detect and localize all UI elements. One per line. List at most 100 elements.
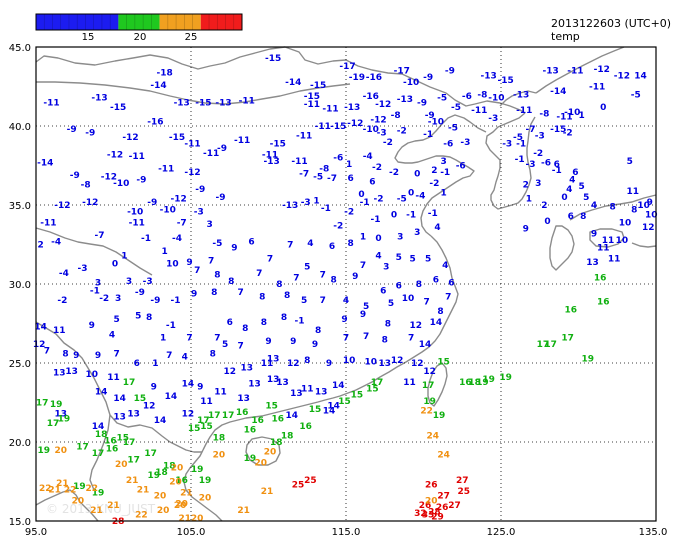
station-temp-value: 7 — [287, 241, 293, 251]
station-temp-value: 7 — [44, 346, 50, 356]
station-temp-value: -15 — [270, 139, 286, 149]
station-temp-value: 6 — [248, 237, 254, 247]
station-temp-value: 10 — [637, 201, 650, 211]
station-temp-value: -1 — [552, 166, 562, 176]
station-temp-value: -1 — [423, 130, 433, 140]
station-temp-value: -4 — [51, 237, 61, 247]
station-temp-value: -11 — [471, 106, 487, 116]
x-tick-label: 125.0 — [487, 527, 516, 538]
station-temp-value: 15 — [117, 433, 130, 443]
east-china-coast — [202, 235, 459, 451]
station-temp-value: -5 — [451, 103, 461, 113]
station-temp-value: 2 — [541, 201, 547, 211]
station-temp-value: 7 — [320, 296, 326, 306]
station-temp-value: 3 — [126, 277, 132, 287]
station-temp-value: 5 — [363, 302, 369, 312]
station-temp-value: -10 — [113, 179, 129, 189]
station-temp-value: 10 — [86, 370, 99, 380]
station-values: -18-14-15-15-17-19 -16-17-10 -9-9 -13 -15-13… — [33, 54, 658, 527]
station-temp-value: 10 — [343, 356, 356, 366]
station-temp-value: -11 — [234, 136, 250, 146]
station-temp-value: -10 — [363, 125, 379, 135]
station-temp-value: 21 — [107, 501, 120, 511]
y-tick-label: 35.0 — [9, 201, 31, 212]
station-temp-value: -8 — [477, 90, 487, 100]
station-temp-value: 11 — [597, 244, 610, 254]
station-temp-value: 6 — [227, 318, 233, 328]
station-temp-value: -11 — [516, 106, 532, 116]
station-temp-value: 3 — [383, 263, 389, 273]
station-temp-value: 5 — [578, 182, 584, 192]
station-temp-value: 6 — [347, 174, 353, 184]
station-temp-value: 11 — [214, 387, 227, 397]
station-temp-value: -14 — [37, 158, 53, 168]
station-temp-value: 22 — [39, 484, 52, 494]
station-temp-value: 7 — [214, 334, 220, 344]
station-temp-value: -2 — [57, 296, 67, 306]
variable-label: temp — [551, 30, 580, 43]
station-temp-value: -5 — [397, 195, 407, 205]
station-temp-value: 9 — [186, 258, 192, 268]
station-temp-value: -5 — [631, 90, 641, 100]
station-temp-value: 7 — [360, 261, 366, 271]
station-temp-value: 1 — [360, 233, 366, 243]
station-temp-value: 9 — [73, 351, 79, 361]
watermark: © 2013 KNU_JUST — [46, 502, 156, 516]
station-temp-value: 7 — [256, 269, 262, 279]
station-temp-value: 26 — [425, 481, 438, 491]
station-temp-value: -9 — [445, 67, 455, 77]
station-temp-value: -15 — [169, 133, 185, 143]
station-temp-value: 8 — [347, 239, 353, 249]
station-temp-value: 17 — [123, 438, 136, 448]
station-temp-value: 7 — [343, 334, 349, 344]
station-temp-value: -9 — [85, 128, 95, 138]
north-korea-border — [499, 90, 537, 107]
station-temp-value: 14 — [327, 402, 340, 412]
station-temp-value: -13 — [542, 67, 558, 77]
station-temp-value: 3 — [115, 294, 121, 304]
station-temp-value: 16 — [106, 444, 119, 454]
coastline-layer — [35, 46, 657, 522]
station-temp-value: 21 — [56, 479, 69, 489]
station-temp-value: 8 — [580, 212, 586, 222]
station-temp-value: 5 — [222, 340, 228, 350]
station-temp-value: 7 — [237, 342, 243, 352]
station-temp-value: 12 — [224, 367, 237, 377]
station-temp-value: 15 — [200, 422, 213, 432]
station-temp-value: 17 — [127, 455, 140, 465]
mongolia-border — [35, 46, 526, 114]
station-temp-value: 21 — [126, 476, 139, 486]
station-temp-value: 26 — [436, 503, 449, 513]
station-temp-value: 33 — [422, 511, 435, 521]
station-temp-value: -5 — [212, 239, 222, 249]
station-temp-value: 11 — [627, 187, 640, 197]
station-temp-value: 0 — [600, 103, 606, 113]
station-temp-value: 14 — [95, 387, 108, 397]
station-temp-value: -15 — [110, 103, 126, 113]
station-temp-value: 4 — [442, 261, 448, 271]
station-temp-value: -1 — [360, 198, 370, 208]
station-temp-value: 17 — [422, 381, 435, 391]
station-temp-value: 25 — [304, 476, 317, 486]
station-temp-value: 13 — [127, 410, 140, 420]
station-temp-value: 25 — [458, 487, 471, 497]
station-temp-value: 6 — [369, 177, 375, 187]
station-temp-value: 8 — [382, 335, 388, 345]
station-temp-value: 7 — [113, 350, 119, 360]
station-temp-value: -15 — [304, 92, 320, 102]
station-temp-value: 11 — [53, 326, 66, 336]
station-temp-value: 9 — [360, 310, 366, 320]
station-temp-value: -10 — [127, 207, 143, 217]
station-temp-value: 14 — [92, 422, 105, 432]
station-temp-value: 7 — [423, 297, 429, 307]
station-temp-value: 15 — [351, 391, 364, 401]
station-temp-value: -12 — [375, 100, 391, 110]
station-temp-value: 7 — [445, 293, 451, 303]
station-temp-value: -4 — [415, 192, 425, 202]
station-temp-value: 10 — [645, 211, 658, 221]
station-temp-value: -11 — [589, 83, 605, 93]
colorbar-segment — [159, 14, 201, 30]
station-temp-value: 8 — [304, 356, 310, 366]
station-temp-value: 11 — [301, 384, 314, 394]
station-temp-value: 18 — [213, 433, 226, 443]
